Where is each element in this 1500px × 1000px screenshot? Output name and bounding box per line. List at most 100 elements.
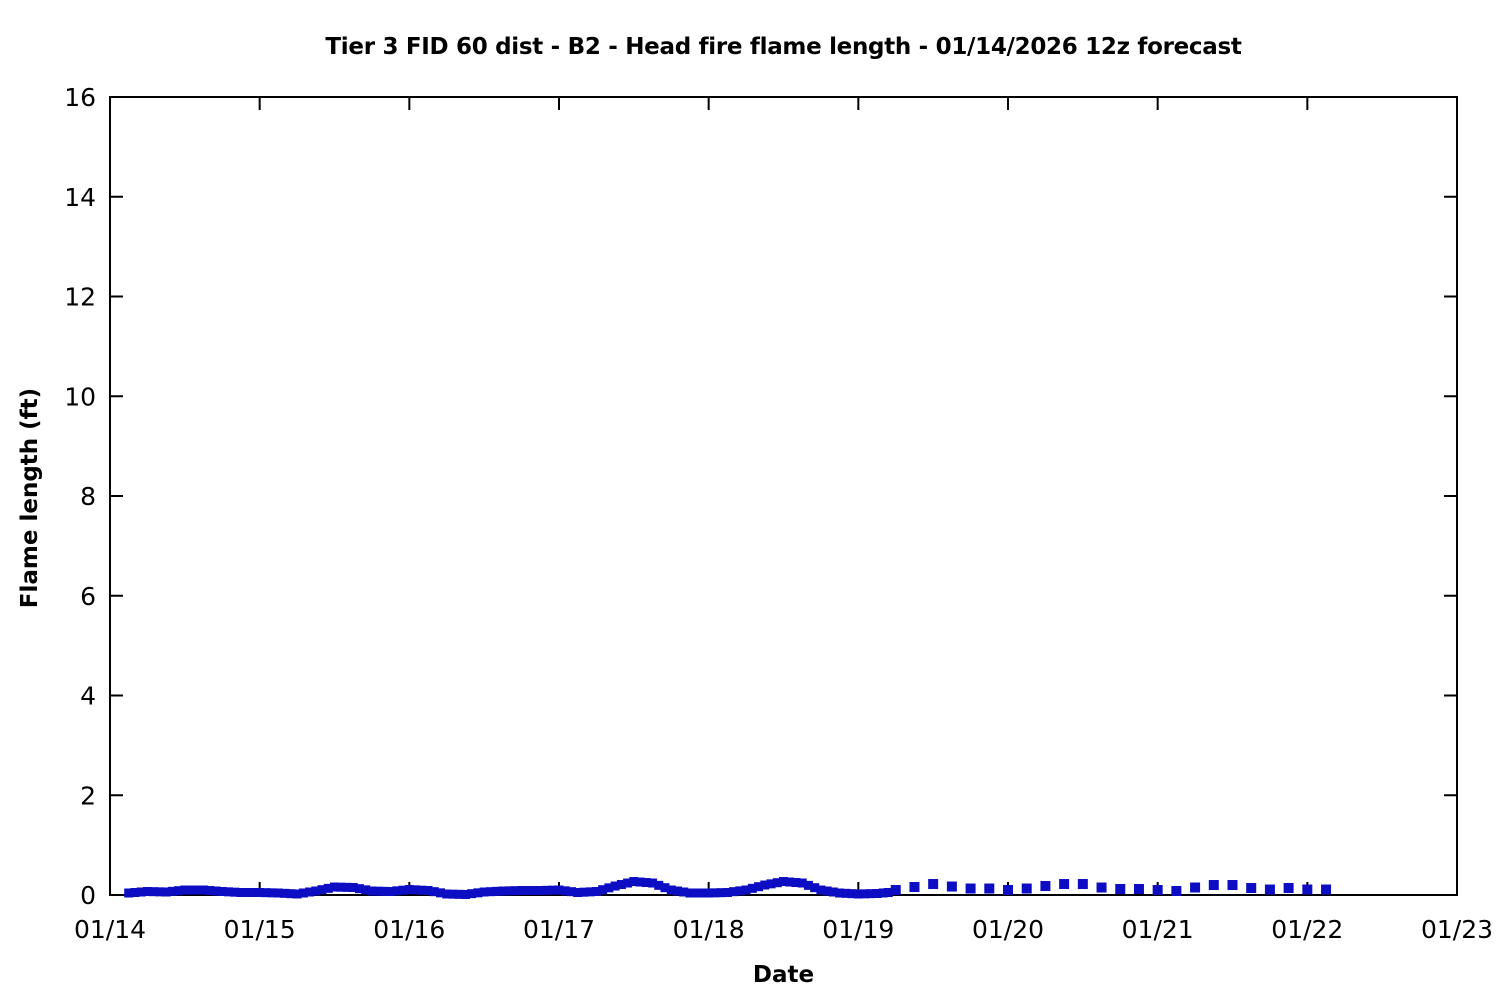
data-line-segment [847,889,857,899]
data-line-segment [704,888,714,898]
data-line-segment [791,878,801,888]
y-tick-label: 14 [64,183,96,212]
data-line-segment [872,889,882,899]
data-line-segment [566,887,576,897]
data-line-segment [735,886,745,896]
data-line-segment [429,887,439,897]
y-tick-label: 12 [64,283,96,312]
data-line-segment [666,885,676,895]
data-line-segment [286,889,296,899]
forecast-dot [1003,885,1013,896]
data-line-segment [292,889,302,899]
y-tick-label: 8 [80,482,96,511]
data-line-segment [841,888,851,898]
data-line-segment [130,888,140,898]
data-line-segment [436,888,446,898]
data-line-segment [591,887,601,897]
data-line-segment [492,886,502,896]
forecast-dot [965,883,976,894]
data-line-segment [199,885,209,895]
y-tick-label: 2 [80,781,96,810]
forecast-dot [1115,884,1126,895]
data-line-segment [598,885,608,895]
data-line-segment [280,888,290,898]
data-line-segment [878,888,888,898]
data-line-segment [754,882,764,892]
data-line-segment [211,886,221,896]
data-line-segment [747,883,757,893]
data-line-segment [180,885,190,895]
data-line-segment [217,887,227,897]
data-line-segment [585,887,595,897]
data-line-segment [230,887,240,897]
data-line-segment [186,885,196,895]
data-line-segment [629,877,639,887]
data-line-segment [255,888,265,898]
data-line-segment [236,888,246,898]
data-line-segment [467,889,477,899]
data-line-segment [417,885,427,895]
data-line-segment [317,885,327,895]
data-line-segment [822,886,832,896]
data-line-segment [354,884,364,894]
data-line-segment [803,880,813,890]
forecast-dot [1171,886,1182,897]
x-tick-label: 01/17 [523,915,595,944]
x-tick-label: 01/16 [373,915,445,944]
x-tick-label: 01/18 [673,915,745,944]
data-line-segment [729,887,739,897]
data-line-segment [691,888,701,898]
x-tick-label: 01/23 [1421,915,1493,944]
x-tick-label: 01/21 [1122,915,1194,944]
data-line-segment [392,886,402,896]
data-line-segment [149,887,159,897]
data-line-segment [685,888,695,898]
data-line-segment [648,878,658,888]
data-line-segment [560,886,570,896]
data-line-segment [610,881,620,891]
data-line-segment [810,883,820,893]
data-line-segment [760,880,770,890]
data-line-segment [635,877,645,887]
data-line-segment [535,886,545,896]
data-line-segment [423,886,433,896]
x-tick-label: 01/14 [74,915,146,944]
data-line-segment [248,888,258,898]
forecast-dot [928,879,939,890]
data-line-segment [835,888,845,898]
data-line-segment [386,887,396,897]
forecast-dot [1133,884,1144,895]
data-line-segment [741,885,751,895]
chart-title: Tier 3 FID 60 dist - B2 - Head fire flam… [325,34,1242,60]
data-line-segment [348,883,358,893]
data-line-segment [623,878,633,888]
forecast-dot [1264,884,1275,895]
data-line-segment [828,887,838,897]
data-line-segment [654,880,664,890]
data-line-segment [161,887,171,897]
data-line-segment [853,889,863,899]
data-line-segment [142,887,152,897]
forecast-dot [1302,884,1313,895]
data-line-segment [411,885,421,895]
data-line-segment [548,885,558,895]
data-line-segment [710,888,720,898]
data-line-segment [273,888,283,898]
data-line-segment [323,883,333,893]
data-line-segment [816,885,826,895]
data-line-segment [797,878,807,888]
data-line-segment [697,888,707,898]
forecast-dot [909,882,920,893]
data-line-segment [361,885,371,895]
y-tick-label: 16 [64,83,96,112]
data-line-segment [124,888,134,898]
data-line-segment [772,878,782,888]
forecast-dot [1227,880,1238,891]
data-line-segment [336,882,346,892]
data-line-segment [174,886,184,896]
forecast-dot [1077,879,1088,890]
data-line-segment [448,889,458,899]
x-tick-label: 01/20 [972,915,1044,944]
data-line-segment [529,886,539,896]
